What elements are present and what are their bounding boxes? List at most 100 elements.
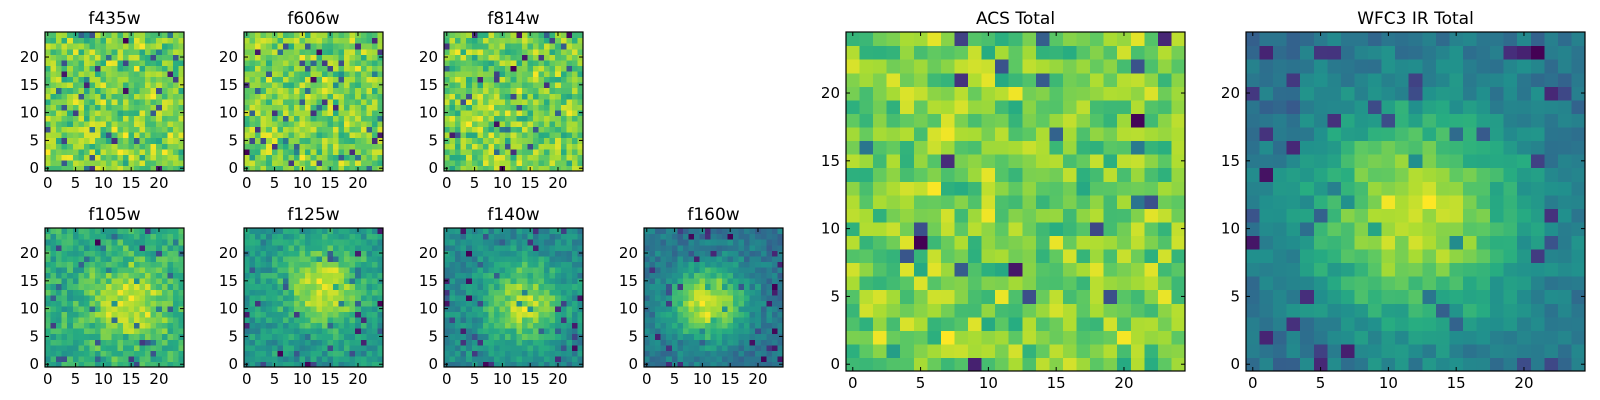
heatmap-cell	[455, 137, 462, 144]
heatmap-cell	[771, 311, 779, 318]
heatmap-cell	[89, 255, 96, 262]
heatmap-cell	[178, 228, 185, 235]
heatmap-cell	[755, 272, 762, 279]
heatmap-cell	[544, 104, 551, 111]
heatmap-cell	[488, 233, 495, 240]
heatmap-cell	[510, 37, 517, 44]
heatmap-cell	[172, 255, 180, 262]
heatmap-cell	[145, 98, 152, 105]
heatmap-cell	[660, 344, 667, 351]
heatmap-cell	[482, 266, 490, 274]
heatmap-cell	[549, 228, 556, 235]
heatmap-cell	[371, 143, 379, 150]
heatmap-cell	[310, 355, 317, 363]
heatmap-cell	[744, 233, 751, 240]
heatmap-cell	[873, 289, 888, 304]
heatmap-cell	[156, 344, 163, 351]
heatmap-cell	[344, 322, 351, 329]
heatmap-cell	[50, 109, 57, 116]
heatmap-cell	[488, 115, 495, 122]
heatmap-cell	[145, 59, 152, 66]
heatmap-cell	[172, 59, 180, 66]
heatmap-cell	[122, 350, 129, 357]
heatmap-cell	[538, 255, 545, 262]
heatmap-cell	[133, 115, 141, 122]
heatmap-cell	[577, 98, 584, 105]
heatmap-cell	[571, 126, 579, 133]
heatmap-cell	[349, 289, 356, 296]
heatmap-cell	[305, 233, 312, 240]
heatmap-cell	[139, 126, 146, 133]
heatmap-cell	[344, 233, 351, 240]
heatmap-cell	[377, 283, 384, 290]
heatmap-cell	[360, 154, 367, 161]
heatmap-cell	[266, 165, 273, 172]
heatmap-cell	[89, 126, 96, 133]
heatmap-cell	[560, 143, 567, 150]
heatmap-cell	[344, 255, 351, 262]
heatmap-cell	[83, 159, 91, 167]
heatmap-cell	[139, 165, 146, 172]
heatmap-cell	[282, 48, 290, 55]
heatmap-cell	[660, 239, 667, 246]
heatmap-cell	[555, 294, 562, 301]
heatmap-cell	[566, 328, 573, 335]
heatmap-cell	[499, 261, 506, 268]
heatmap-cell	[649, 355, 656, 363]
heatmap-cell	[360, 250, 367, 257]
heatmap-cell	[477, 328, 484, 335]
heatmap-cell	[738, 244, 745, 251]
heatmap-cell	[321, 233, 328, 240]
heatmap-cell	[532, 82, 540, 89]
heatmap-cell	[316, 143, 323, 150]
heatmap-cell	[89, 355, 96, 363]
panel-title: f125w	[287, 205, 339, 225]
heatmap-cell	[89, 65, 96, 72]
heatmap-cell	[349, 283, 356, 290]
heatmap-cell	[1171, 208, 1186, 223]
heatmap-cell	[505, 250, 512, 257]
heatmap-cell	[355, 266, 362, 274]
heatmap-cell	[249, 65, 256, 72]
heatmap-cell	[332, 98, 340, 105]
heatmap-cell	[521, 278, 528, 285]
heatmap-cell	[360, 87, 367, 94]
heatmap-cell	[95, 109, 102, 116]
heatmap-cell	[161, 294, 168, 301]
heatmap-cell	[694, 333, 701, 340]
heatmap-cell	[288, 311, 295, 318]
heatmap-cell	[521, 328, 528, 335]
heatmap-cell	[721, 294, 728, 301]
heatmap-cell	[344, 311, 351, 318]
heatmap-cell	[349, 316, 356, 324]
heatmap-cell	[555, 98, 562, 105]
heatmap-cell	[1117, 357, 1132, 372]
heatmap-cell	[122, 278, 129, 285]
heatmap-cell	[288, 316, 295, 324]
heatmap-cell	[360, 305, 367, 312]
heatmap-cell	[544, 289, 551, 296]
heatmap-cell	[510, 65, 517, 72]
heatmap-cell	[56, 294, 63, 301]
heatmap-cell	[172, 322, 180, 329]
heatmap-cell	[255, 115, 262, 122]
heatmap-cell	[1035, 276, 1050, 291]
heatmap-cell	[305, 70, 312, 78]
heatmap-cell	[471, 355, 478, 363]
heatmap-cell	[527, 43, 534, 50]
heatmap-cell	[122, 305, 129, 312]
heatmap-cell	[366, 109, 373, 116]
heatmap-cell	[282, 339, 290, 346]
heatmap-cell	[355, 305, 362, 312]
heatmap-cell	[266, 37, 273, 44]
heatmap-cell	[460, 233, 467, 240]
heatmap-cell	[510, 54, 517, 61]
heatmap-cell	[460, 333, 467, 340]
heatmap-cell	[344, 250, 351, 257]
x-tick-label: 10	[94, 174, 113, 192]
heatmap-cell	[449, 339, 456, 346]
heatmap-cell	[277, 32, 284, 39]
heatmap-cell	[1130, 330, 1145, 345]
x-tick-label: 10	[293, 174, 312, 192]
heatmap-cell	[560, 104, 567, 111]
